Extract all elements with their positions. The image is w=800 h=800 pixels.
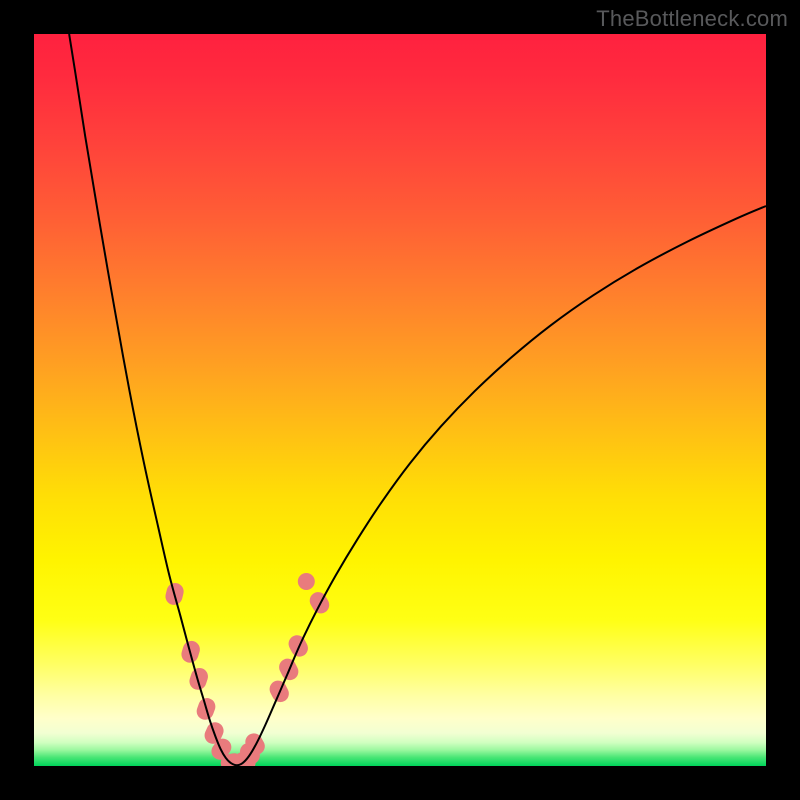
chart-outer-frame: TheBottleneck.com — [0, 0, 800, 800]
chart-plot-area — [34, 34, 766, 766]
curve-marker — [298, 573, 315, 590]
watermark-text: TheBottleneck.com — [596, 6, 788, 32]
bottleneck-curve-chart — [34, 34, 766, 766]
chart-background-gradient — [34, 34, 766, 766]
